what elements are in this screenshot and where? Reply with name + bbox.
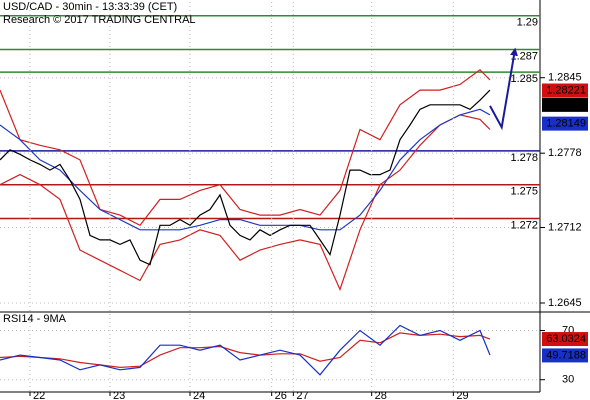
series-line <box>0 69 491 227</box>
x-tick-label: 26 <box>275 390 287 400</box>
level-label: 1.29 <box>517 17 538 29</box>
chart-subtitle: Research © 2017 TRADING CENTRAL <box>3 14 196 26</box>
level-label: 1.275 <box>510 186 538 198</box>
x-tick-label: 22 <box>33 390 45 400</box>
series-line <box>0 332 491 369</box>
forecast-arrow <box>489 47 518 131</box>
y-tick-label: 1.2645 <box>548 297 582 309</box>
x-tick-label: 23 <box>113 390 125 400</box>
price-label: 1.28221 <box>546 84 586 96</box>
series-line <box>0 108 491 231</box>
price-label: 63.0324 <box>546 333 586 345</box>
x-tick-label: 28 <box>375 390 387 400</box>
price-label-box <box>542 116 588 131</box>
x-tick-label: 27 <box>296 390 308 400</box>
series-line <box>0 114 491 292</box>
price-label-box <box>542 332 588 347</box>
y-tick-label: 1.2845 <box>548 72 582 84</box>
level-label: 1.285 <box>510 73 538 85</box>
chart-title: USD/CAD - 30min - 13:33:39 (CET) <box>3 1 177 13</box>
price-label-box <box>542 348 588 363</box>
price-label-box <box>542 97 588 112</box>
level-label: 1.272 <box>510 219 538 231</box>
price-label: 1.28149 <box>546 118 586 130</box>
series-line <box>0 89 491 266</box>
x-tick-label: 29 <box>456 390 468 400</box>
level-label: 1.278 <box>510 152 538 164</box>
price-label: 49.7188 <box>546 349 586 361</box>
price-label-box <box>542 83 588 98</box>
y-tick-label: 1.2712 <box>548 221 582 233</box>
y-tick-label: 30 <box>562 374 574 386</box>
price-label: 1.28209 <box>546 99 586 111</box>
pane-title: RSI14 - 9MA <box>3 313 67 325</box>
series-line <box>0 324 491 376</box>
y-tick-label: 1.2778 <box>548 147 582 159</box>
x-tick-label: 24 <box>193 390 205 400</box>
